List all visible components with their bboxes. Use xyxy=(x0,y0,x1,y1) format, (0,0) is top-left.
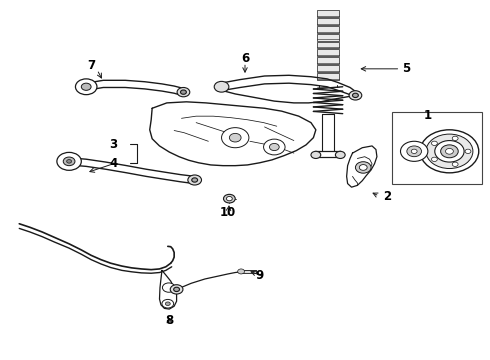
Circle shape xyxy=(173,287,179,292)
Bar xyxy=(318,49,339,56)
Text: 1: 1 xyxy=(424,109,432,122)
Circle shape xyxy=(162,283,175,292)
Bar xyxy=(318,18,339,25)
Circle shape xyxy=(359,165,367,170)
Text: 7: 7 xyxy=(87,59,95,72)
Circle shape xyxy=(170,285,183,294)
Circle shape xyxy=(177,87,190,97)
Circle shape xyxy=(223,194,235,203)
Text: 9: 9 xyxy=(255,269,264,282)
Circle shape xyxy=(238,269,245,274)
Circle shape xyxy=(264,139,285,155)
Bar xyxy=(318,65,339,72)
Circle shape xyxy=(445,148,453,154)
Circle shape xyxy=(352,93,358,98)
Bar xyxy=(318,41,339,48)
Bar xyxy=(318,73,339,80)
Circle shape xyxy=(407,146,421,157)
Circle shape xyxy=(420,130,479,173)
Circle shape xyxy=(432,141,438,145)
Circle shape xyxy=(81,83,91,90)
Circle shape xyxy=(192,178,197,182)
Circle shape xyxy=(426,134,473,168)
Circle shape xyxy=(411,149,417,153)
Circle shape xyxy=(229,134,241,142)
Circle shape xyxy=(214,81,229,92)
Circle shape xyxy=(226,197,232,201)
Bar xyxy=(240,270,256,273)
Circle shape xyxy=(75,79,97,95)
Text: 6: 6 xyxy=(241,51,249,64)
Circle shape xyxy=(57,152,81,170)
Text: 4: 4 xyxy=(109,157,117,170)
Bar xyxy=(318,57,339,64)
Circle shape xyxy=(355,162,371,173)
Text: 10: 10 xyxy=(220,207,236,220)
Circle shape xyxy=(432,157,438,162)
Circle shape xyxy=(400,141,428,161)
Circle shape xyxy=(435,140,464,162)
Text: 8: 8 xyxy=(165,314,173,327)
Circle shape xyxy=(349,91,362,100)
Circle shape xyxy=(311,151,321,158)
Bar xyxy=(318,26,339,33)
Circle shape xyxy=(452,162,458,166)
Circle shape xyxy=(162,300,173,308)
Circle shape xyxy=(221,128,249,148)
Circle shape xyxy=(165,302,170,306)
Text: 3: 3 xyxy=(109,138,117,150)
Circle shape xyxy=(335,151,345,158)
Circle shape xyxy=(63,157,75,166)
Circle shape xyxy=(180,90,186,94)
Circle shape xyxy=(188,175,201,185)
Bar xyxy=(318,10,339,17)
Circle shape xyxy=(67,159,72,163)
Bar xyxy=(392,112,482,184)
Circle shape xyxy=(441,145,458,158)
Text: 5: 5 xyxy=(402,62,410,75)
Circle shape xyxy=(465,149,471,153)
Text: 2: 2 xyxy=(383,190,391,203)
Bar xyxy=(318,34,339,41)
Circle shape xyxy=(452,136,458,140)
Circle shape xyxy=(270,143,279,150)
